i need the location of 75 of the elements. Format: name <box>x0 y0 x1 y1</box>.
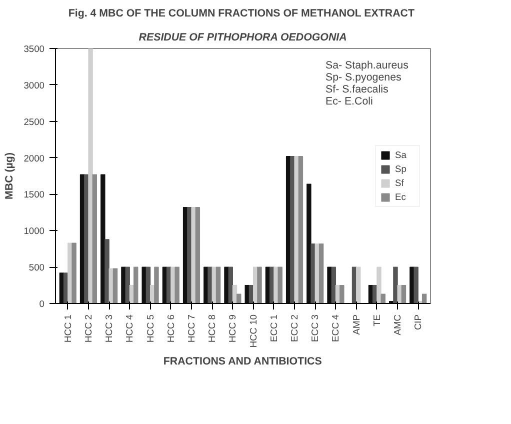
bar <box>195 207 200 304</box>
y-tick-label: 3000 <box>24 80 45 90</box>
bar <box>380 294 386 304</box>
bar <box>401 284 406 304</box>
x-tick-label: TE <box>372 314 382 326</box>
x-tick-label: HCC 6 <box>166 314 176 342</box>
x-tick-label: AMC <box>392 314 403 336</box>
bar <box>393 266 398 304</box>
x-tick-label: HCC 9 <box>228 314 238 342</box>
legend-label: Ec <box>395 192 407 202</box>
x-tick-label: HCC 4 <box>124 314 135 342</box>
x-tick-label: AMP <box>351 314 362 335</box>
bar <box>216 266 221 304</box>
bar <box>92 174 98 304</box>
bar <box>257 266 262 304</box>
chart-subtitle: RESIDUE OF PITHOPHORA OEDOGONIA <box>138 32 347 44</box>
y-tick-label: 0 <box>39 299 45 309</box>
bar <box>422 294 427 304</box>
bar <box>414 266 418 304</box>
bar <box>397 284 402 304</box>
bar <box>112 268 118 304</box>
y-tick-label: 500 <box>28 262 45 273</box>
bar <box>224 266 229 304</box>
bar <box>100 174 106 304</box>
x-axis-title: FRACTIONS AND ANTIBIOTICS <box>163 356 322 368</box>
bar <box>306 184 312 304</box>
y-tick-label: 1500 <box>24 190 45 200</box>
bar <box>298 156 304 304</box>
bar <box>310 243 316 304</box>
legend-label: Sf <box>395 178 405 188</box>
y-tick-label: 3500 <box>24 44 45 54</box>
bar <box>208 266 212 304</box>
x-tick-label: HCC 10 <box>248 314 258 348</box>
bar <box>133 266 138 304</box>
y-axis-title: MBC (µg) <box>4 152 16 200</box>
x-tick-label: ECC 2 <box>290 314 300 342</box>
annotation: Ec- E.Coli <box>326 96 373 108</box>
x-tick-label: HCC 2 <box>83 314 94 342</box>
x-tick-label: HCC 7 <box>186 314 196 342</box>
x-tick-label: HCC 8 <box>207 314 218 342</box>
annotation: Sf- S.faecalis <box>326 84 388 96</box>
y-tick-label: 1000 <box>24 226 45 236</box>
bar <box>327 266 332 304</box>
annotation: Sa- Staph.aureus <box>326 60 408 72</box>
bar <box>142 266 146 304</box>
bar <box>340 284 344 304</box>
bar <box>294 156 299 304</box>
x-tick-label: HCC 3 <box>104 314 114 342</box>
legend-label: Sp <box>395 164 408 174</box>
bar <box>244 284 250 304</box>
bar <box>356 266 361 304</box>
bar <box>318 243 324 304</box>
bar <box>376 266 382 304</box>
bar <box>108 268 114 304</box>
annotation: Sp- S.pyogenes <box>326 72 402 84</box>
bar <box>125 266 130 304</box>
legend-label: Sa <box>395 150 408 160</box>
x-tick-label: HCC 5 <box>145 314 156 342</box>
bar <box>174 266 180 304</box>
y-tick-label: 2000 <box>24 153 45 164</box>
bar <box>88 48 93 304</box>
x-tick-label: ECC 4 <box>330 314 341 342</box>
x-tick-label: HCC 1 <box>62 314 73 342</box>
bar <box>104 239 110 304</box>
y-tick-label: 2500 <box>24 116 45 127</box>
bar <box>236 294 242 304</box>
bar <box>278 266 282 304</box>
bar <box>72 242 76 304</box>
bar <box>154 266 159 304</box>
x-tick-label: ECC 3 <box>310 314 320 342</box>
x-tick-label: CIP <box>413 314 424 330</box>
chart-title: Fig. 4 MBC OF THE COLUMN FRACTIONS OF METHANOL EXTRACT <box>68 8 415 20</box>
bar <box>146 266 151 304</box>
bar <box>191 207 196 304</box>
x-tick-label: ECC 1 <box>268 314 279 342</box>
